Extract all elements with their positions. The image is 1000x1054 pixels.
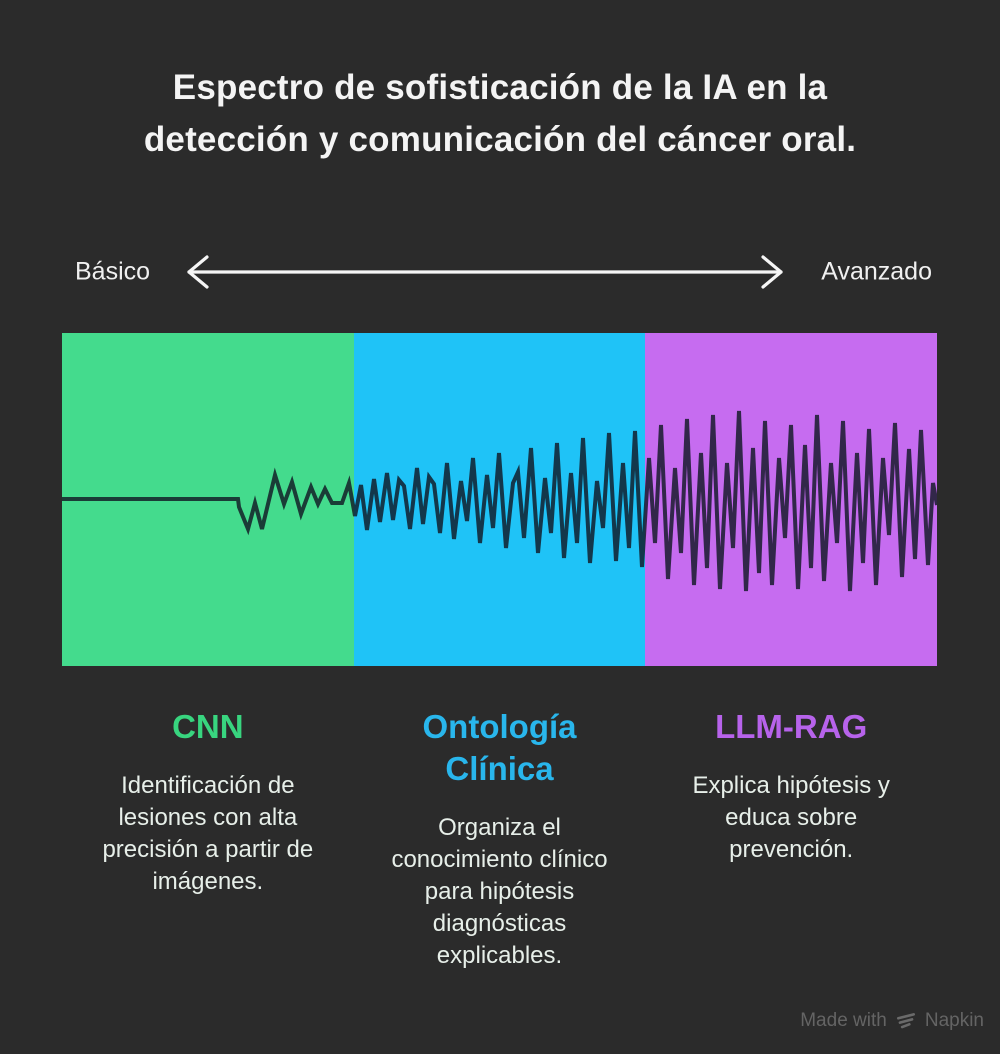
axis-label-avanzado: Avanzado: [821, 257, 932, 286]
description-ontologia-clinica: Organiza el conocimiento clínico para hi…: [391, 814, 608, 969]
column-cnn: CNN Identificación de lesiones con alta …: [62, 706, 354, 898]
sophistication-axis: Básico Avanzado: [0, 246, 1000, 298]
description-llm-rag: Explica hipótesis y educa sobre prevenci…: [692, 772, 890, 863]
legend-columns: CNN Identificación de lesiones con alta …: [62, 706, 937, 972]
column-llm-rag: LLM-RAG Explica hipótesis y educa sobre …: [645, 706, 937, 866]
made-with-napkin-watermark: Made with Napkin: [800, 1010, 984, 1032]
signal-waveform: [62, 410, 937, 592]
spectrum-strip: [62, 333, 938, 666]
heading-cnn: CNN: [172, 708, 244, 745]
brand-name: Napkin: [924, 1010, 984, 1031]
heading-llm-rag: LLM-RAG: [715, 708, 868, 745]
double-headed-arrow-icon: [187, 255, 783, 289]
waveform-line: [62, 410, 937, 592]
band-llm-rag: [645, 333, 938, 666]
heading-ontologia-clinica: Ontología Clínica: [422, 708, 577, 787]
napkin-logo-icon: [896, 1013, 915, 1029]
column-ontologia-clinica: Ontología Clínica Organiza el conocimien…: [354, 706, 646, 972]
page-title: Espectro de sofisticación de la IA en la…: [143, 68, 857, 159]
made-with-label: Made with: [800, 1010, 887, 1031]
axis-label-basico: Básico: [75, 257, 151, 286]
description-cnn: Identificación de lesiones con alta prec…: [102, 772, 314, 895]
